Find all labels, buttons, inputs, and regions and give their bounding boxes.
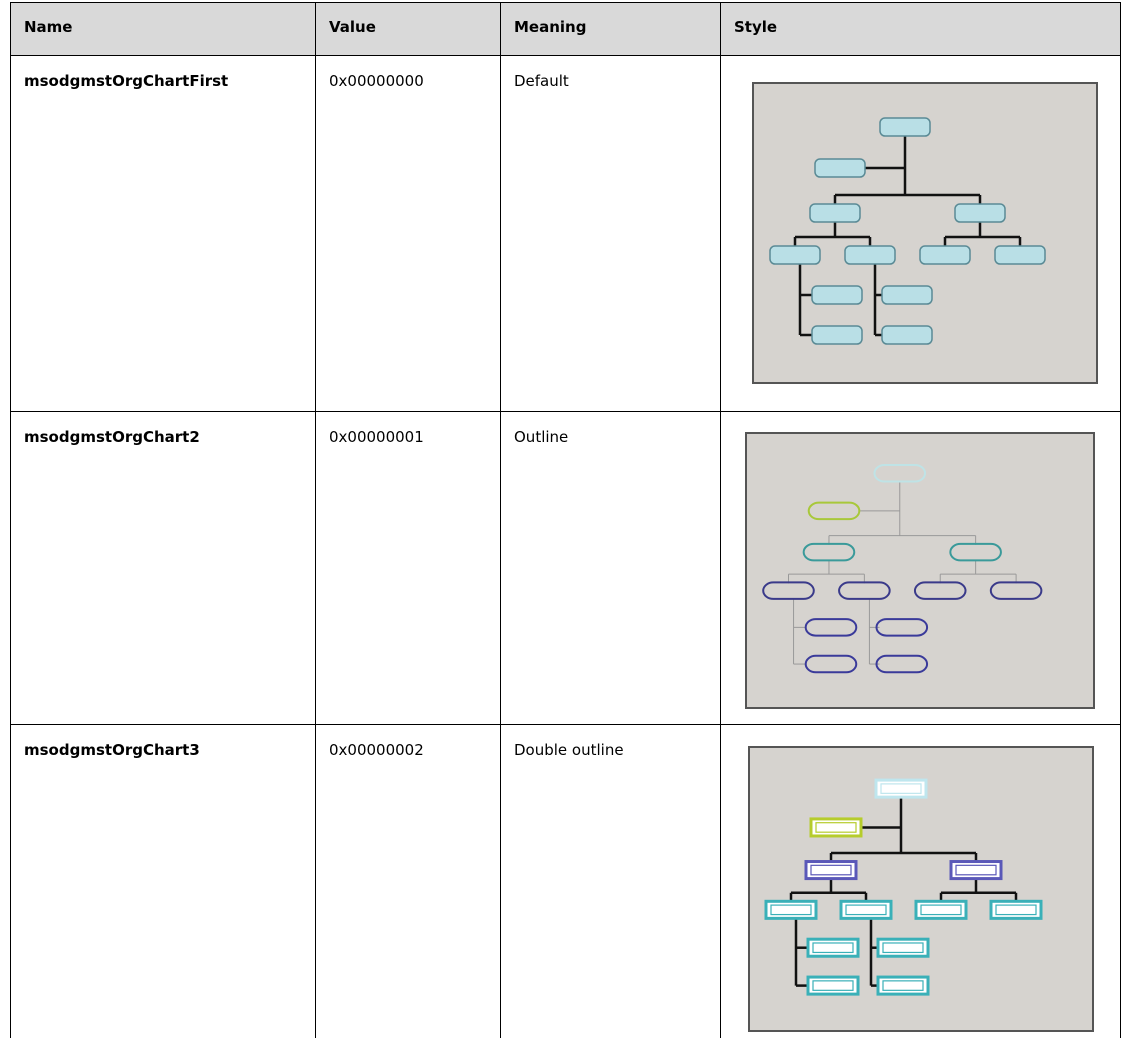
meaning-cell: Default (514, 72, 569, 90)
border (10, 55, 1121, 56)
org-node (844, 245, 896, 265)
org-node (954, 203, 1006, 223)
org-node-inner (882, 942, 924, 954)
org-node (873, 464, 927, 483)
style-preview (745, 432, 1095, 709)
org-node (809, 203, 861, 223)
org-node-inner (812, 942, 854, 954)
org-node (814, 158, 866, 178)
border (1120, 2, 1121, 1038)
org-node (919, 245, 971, 265)
org-node-inner (812, 980, 854, 991)
org-node (807, 501, 861, 521)
org-node-inner (810, 864, 852, 876)
meaning-cell: Double outline (514, 741, 624, 759)
org-node (881, 325, 933, 345)
value-cell: 0x00000001 (329, 428, 424, 446)
org-node-inner (995, 904, 1037, 916)
org-node (994, 245, 1046, 265)
border (500, 2, 501, 1038)
org-node (881, 285, 933, 305)
border (10, 411, 1121, 412)
value-cell: 0x00000002 (329, 741, 424, 759)
org-node-inner (845, 904, 887, 916)
header-cell: Meaning (500, 2, 720, 55)
org-node-inner (920, 904, 962, 916)
header-cell: Name (10, 2, 315, 55)
org-node (811, 325, 863, 345)
org-node (875, 618, 929, 637)
border (10, 2, 1121, 3)
org-node (875, 654, 929, 674)
background (745, 432, 1095, 709)
org-node (769, 245, 821, 265)
org-node-inner (770, 904, 812, 916)
org-node (804, 654, 858, 674)
org-node-inner (815, 822, 857, 833)
org-node (913, 581, 967, 600)
org-node (802, 542, 856, 562)
header-cell: Style (720, 2, 1120, 55)
header-cell: Value (315, 2, 500, 55)
org-node (811, 285, 863, 305)
border (315, 2, 316, 1038)
style-preview (748, 746, 1094, 1032)
style-preview (752, 82, 1098, 384)
org-node (879, 117, 931, 137)
border (10, 2, 11, 1038)
name-cell: msodgmstOrgChart3 (24, 741, 200, 759)
name-cell: msodgmstOrgChart2 (24, 428, 200, 446)
org-node-inner (882, 980, 924, 991)
org-node (989, 581, 1043, 600)
border (720, 2, 721, 1038)
border (10, 724, 1121, 725)
org-node-inner (955, 864, 997, 876)
name-cell: msodgmstOrgChartFirst (24, 72, 229, 90)
org-node (762, 581, 815, 600)
org-node (804, 618, 858, 637)
org-node (838, 581, 891, 600)
value-cell: 0x00000000 (329, 72, 424, 90)
org-node-inner (880, 783, 922, 794)
org-node (949, 542, 1002, 562)
meaning-cell: Outline (514, 428, 569, 446)
